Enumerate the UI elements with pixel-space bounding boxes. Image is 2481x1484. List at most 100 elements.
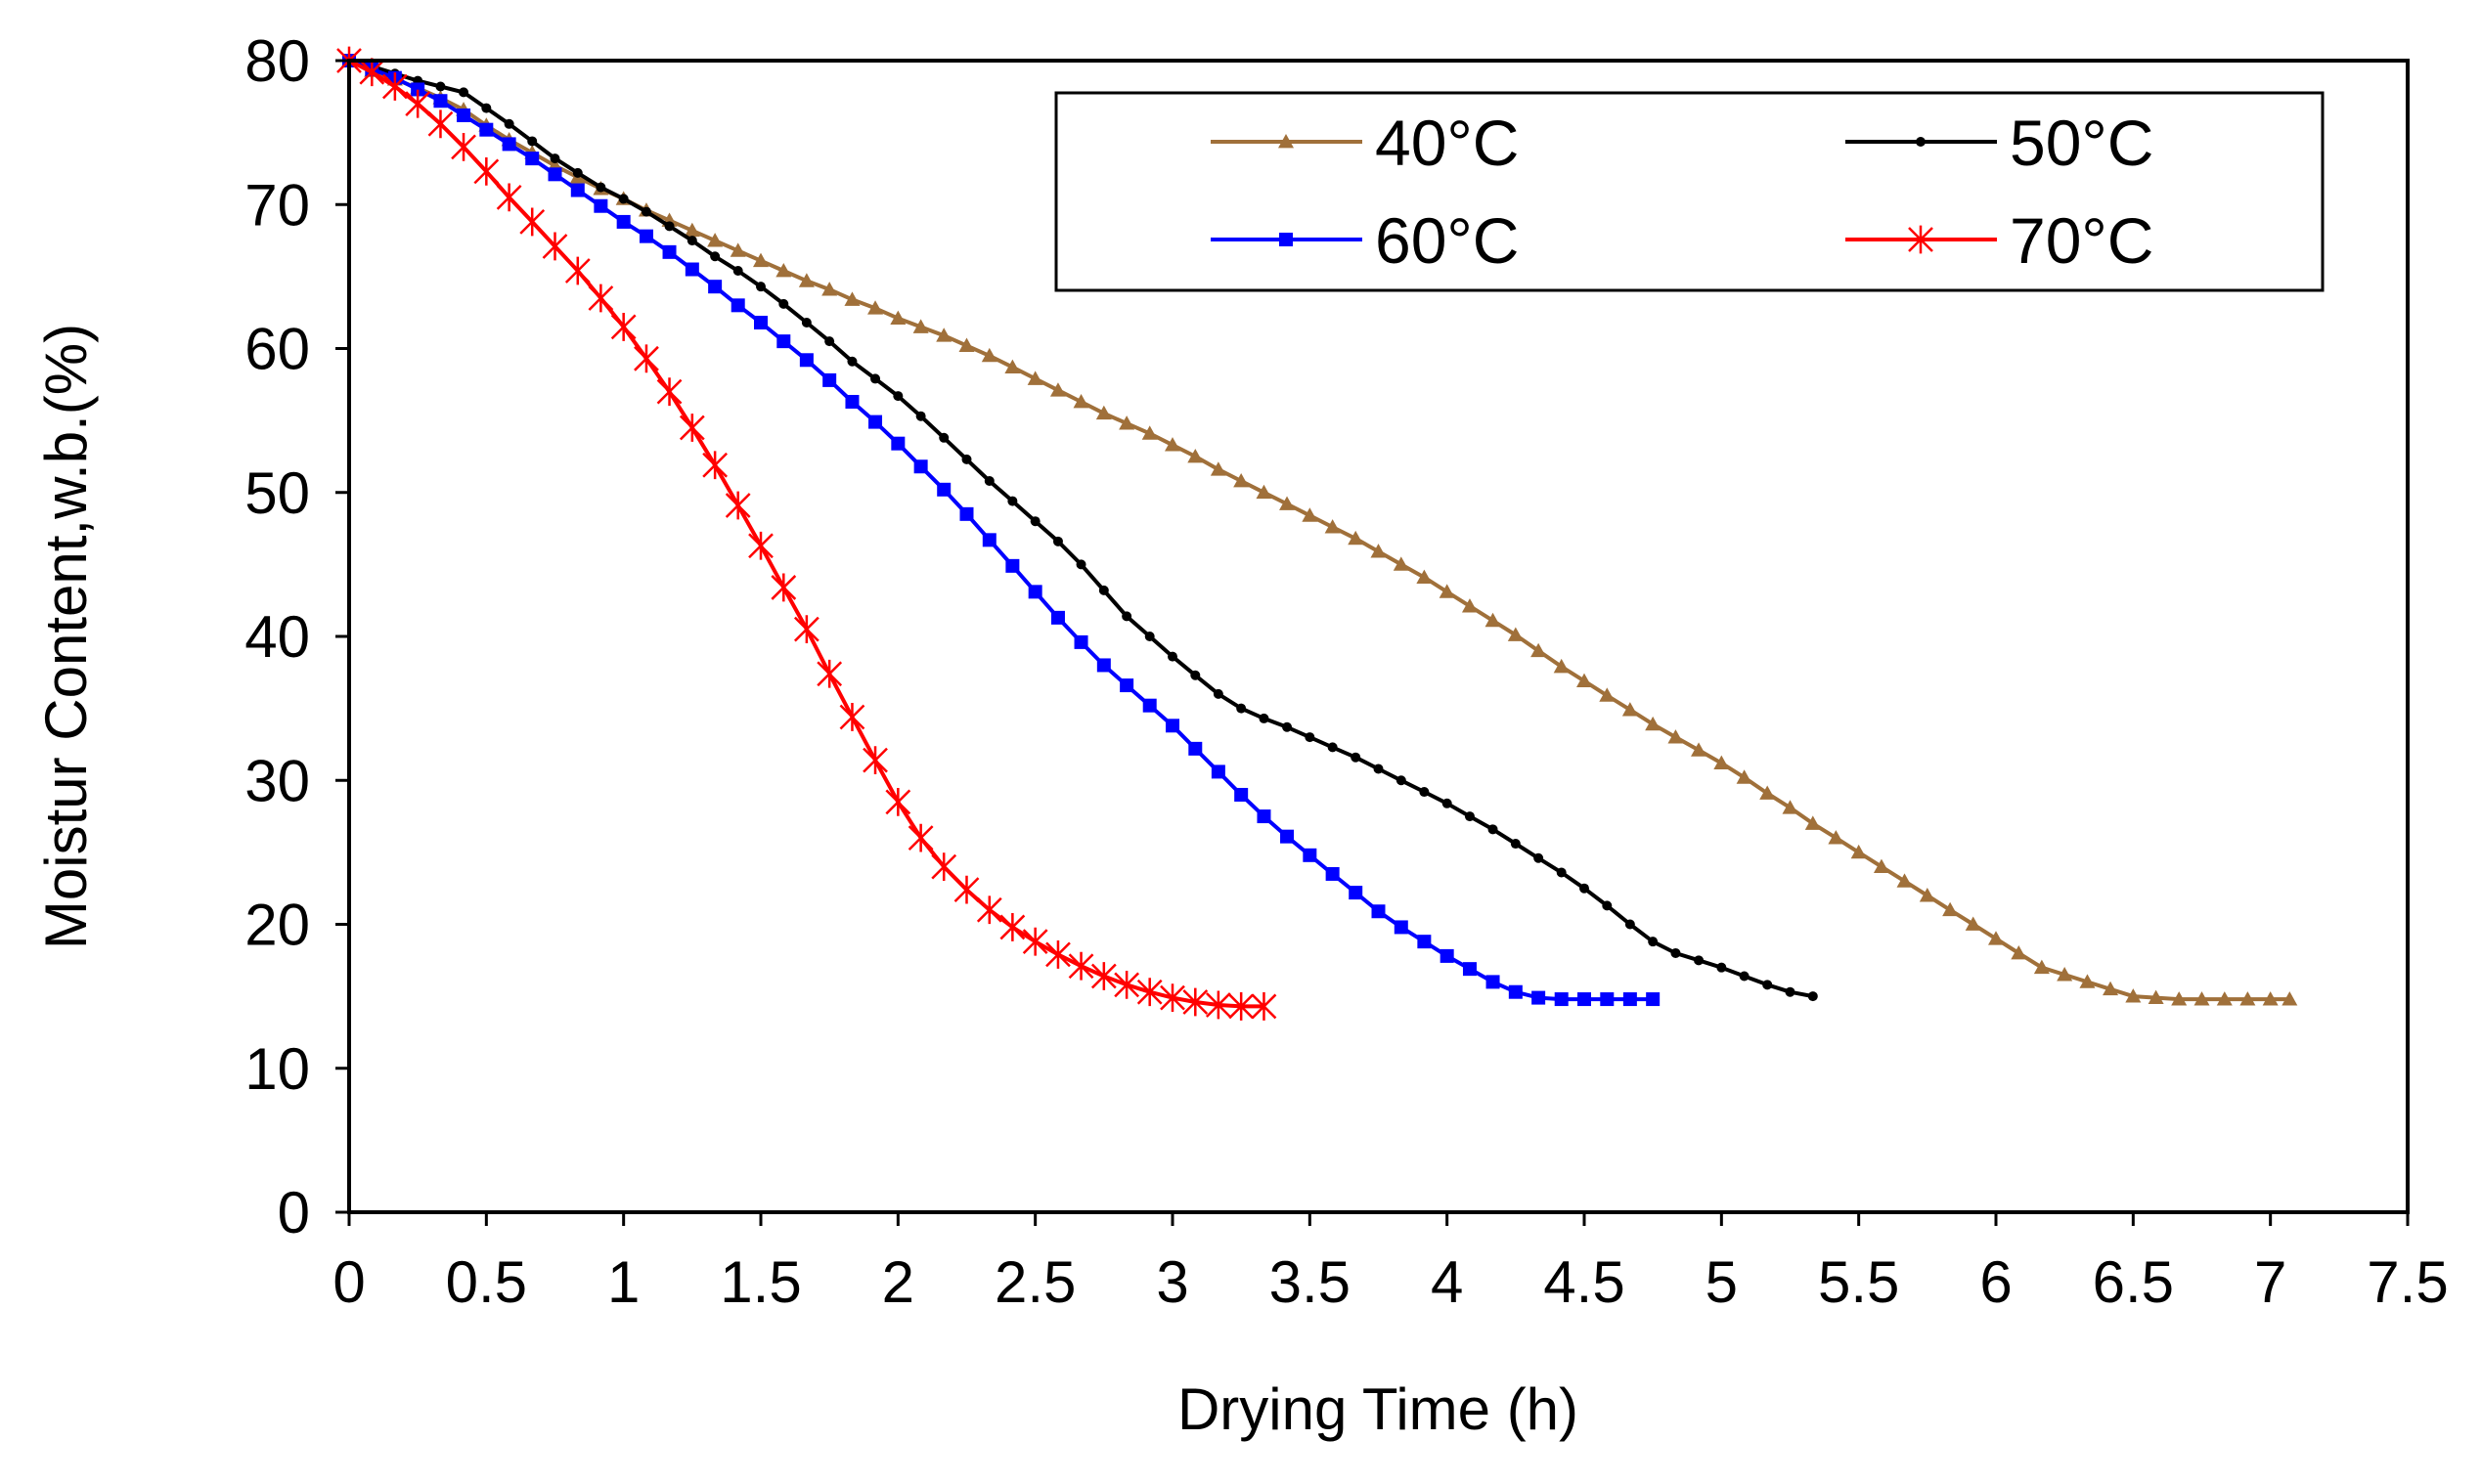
data-point-60c [433,94,448,109]
data-point-70c [542,232,568,261]
data-point-50c [1648,937,1659,947]
data-point-60c [662,244,677,259]
data-point-70c [885,787,911,816]
data-point-70c [496,183,522,212]
data-point-70c [1045,940,1071,969]
data-point-40c [1850,844,1867,859]
data-point-60c [1188,741,1203,756]
data-point-40c [981,347,997,363]
data-point-40c [1461,598,1478,613]
data-point-40c [2148,989,2164,1004]
data-point-40c [1530,642,1547,658]
data-point-40c [821,282,838,296]
data-point-40c [867,300,884,315]
y-tick-label: 50 [244,460,310,526]
legend-swatch-marker [1916,137,1926,147]
data-point-40c [684,222,700,238]
data-point-70c [656,377,683,407]
data-point-40c [2125,988,2142,1003]
data-point-40c [2282,991,2298,1006]
x-tick-label: 3.5 [1269,1249,1351,1315]
data-point-50c [1259,713,1269,723]
data-point-60c [982,533,997,547]
data-point-40c [707,233,724,247]
data-point-50c [961,454,972,464]
data-point-40c [1507,627,1524,641]
data-point-70c [634,344,659,373]
data-point-70c [793,615,820,644]
data-point-50c [550,153,560,164]
data-point-50c [756,282,766,292]
y-tick-label: 60 [244,317,310,382]
x-tick-label: 7.5 [2367,1249,2448,1315]
x-tick-label: 0.5 [446,1249,527,1315]
data-point-50c [1396,775,1406,786]
x-tick-label: 1 [607,1249,640,1315]
data-point-40c [1621,702,1638,717]
data-point-70c [427,109,454,139]
data-point-50c [1602,900,1613,911]
data-point-60c [685,262,699,277]
data-point-50c [1327,742,1338,753]
data-point-40c [1141,425,1158,440]
data-point-60c [639,229,653,243]
data-point-50c [1373,764,1384,774]
y-tick-label: 40 [244,604,310,670]
data-point-60c [1142,698,1157,713]
data-point-60c [891,436,906,451]
data-point-70c [564,256,591,285]
data-point-60c [1005,558,1020,573]
data-point-40c [2262,991,2279,1006]
data-point-60c [959,506,974,521]
data-point-50c [870,373,881,384]
data-point-50c [1144,632,1155,641]
data-point-70c [953,875,980,904]
data-point-40c [730,242,746,257]
data-point-60c [525,152,540,166]
data-point-50c [504,118,514,129]
data-point-40c [753,252,769,268]
data-point-40c [936,327,953,342]
data-point-70c [839,703,865,731]
data-point-50c [1762,980,1773,990]
data-point-60c [411,82,425,97]
data-point-40c [1782,800,1798,814]
legend-swatch-marker [1279,233,1293,246]
data-point-40c [912,319,929,333]
data-point-60c [1531,990,1546,1005]
data-point-70c [931,852,957,881]
data-point-40c [1896,873,1913,888]
data-point-50c [1351,752,1361,763]
data-point-60c [1622,992,1637,1007]
data-point-50c [847,356,858,367]
x-tick-label: 0 [332,1249,365,1315]
data-point-40c [1804,815,1821,830]
data-point-40c [1965,916,1981,931]
data-point-60c [776,334,791,349]
data-point-40c [1439,584,1455,598]
data-point-40c [1370,544,1387,558]
data-point-50c [618,194,629,204]
data-point-50c [1464,811,1475,822]
data-point-70c [1114,970,1140,999]
data-point-50c [641,206,651,217]
data-point-60c [1280,829,1295,844]
data-point-40c [1576,673,1592,688]
data-point-40c [1027,371,1043,385]
data-point-50c [1168,651,1177,662]
data-point-60c [1485,975,1500,989]
data-point-70c [451,132,476,161]
data-point-70c [1068,951,1094,981]
y-tick-label: 30 [244,748,310,813]
data-point-60c [1325,866,1340,881]
data-point-50c [1030,516,1041,527]
data-point-50c [1487,824,1498,835]
data-point-40c [1667,729,1684,744]
data-point-40c [798,273,815,287]
legend-entry-60c: 60°C [1211,204,1519,277]
data-point-50c [1305,732,1315,743]
data-point-70c [1022,927,1048,956]
legend-box [1054,91,2325,292]
data-point-50c [435,81,446,92]
